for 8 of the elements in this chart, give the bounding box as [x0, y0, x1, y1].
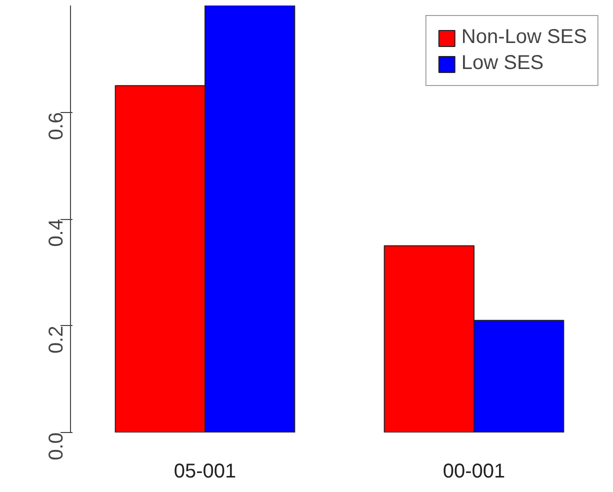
y-tick-label: 0.6 — [46, 112, 68, 140]
y-tick-label: 0.4 — [46, 218, 68, 247]
y-tick-label: 0.0 — [46, 432, 68, 460]
x-tick-label: 00-001 — [442, 460, 506, 482]
x-tick-label: 05-001 — [174, 460, 236, 482]
y-tick-label: 0.2 — [46, 326, 68, 354]
legend-label: Low SES — [461, 52, 544, 75]
legend-label: Non-Low SES — [461, 26, 587, 49]
